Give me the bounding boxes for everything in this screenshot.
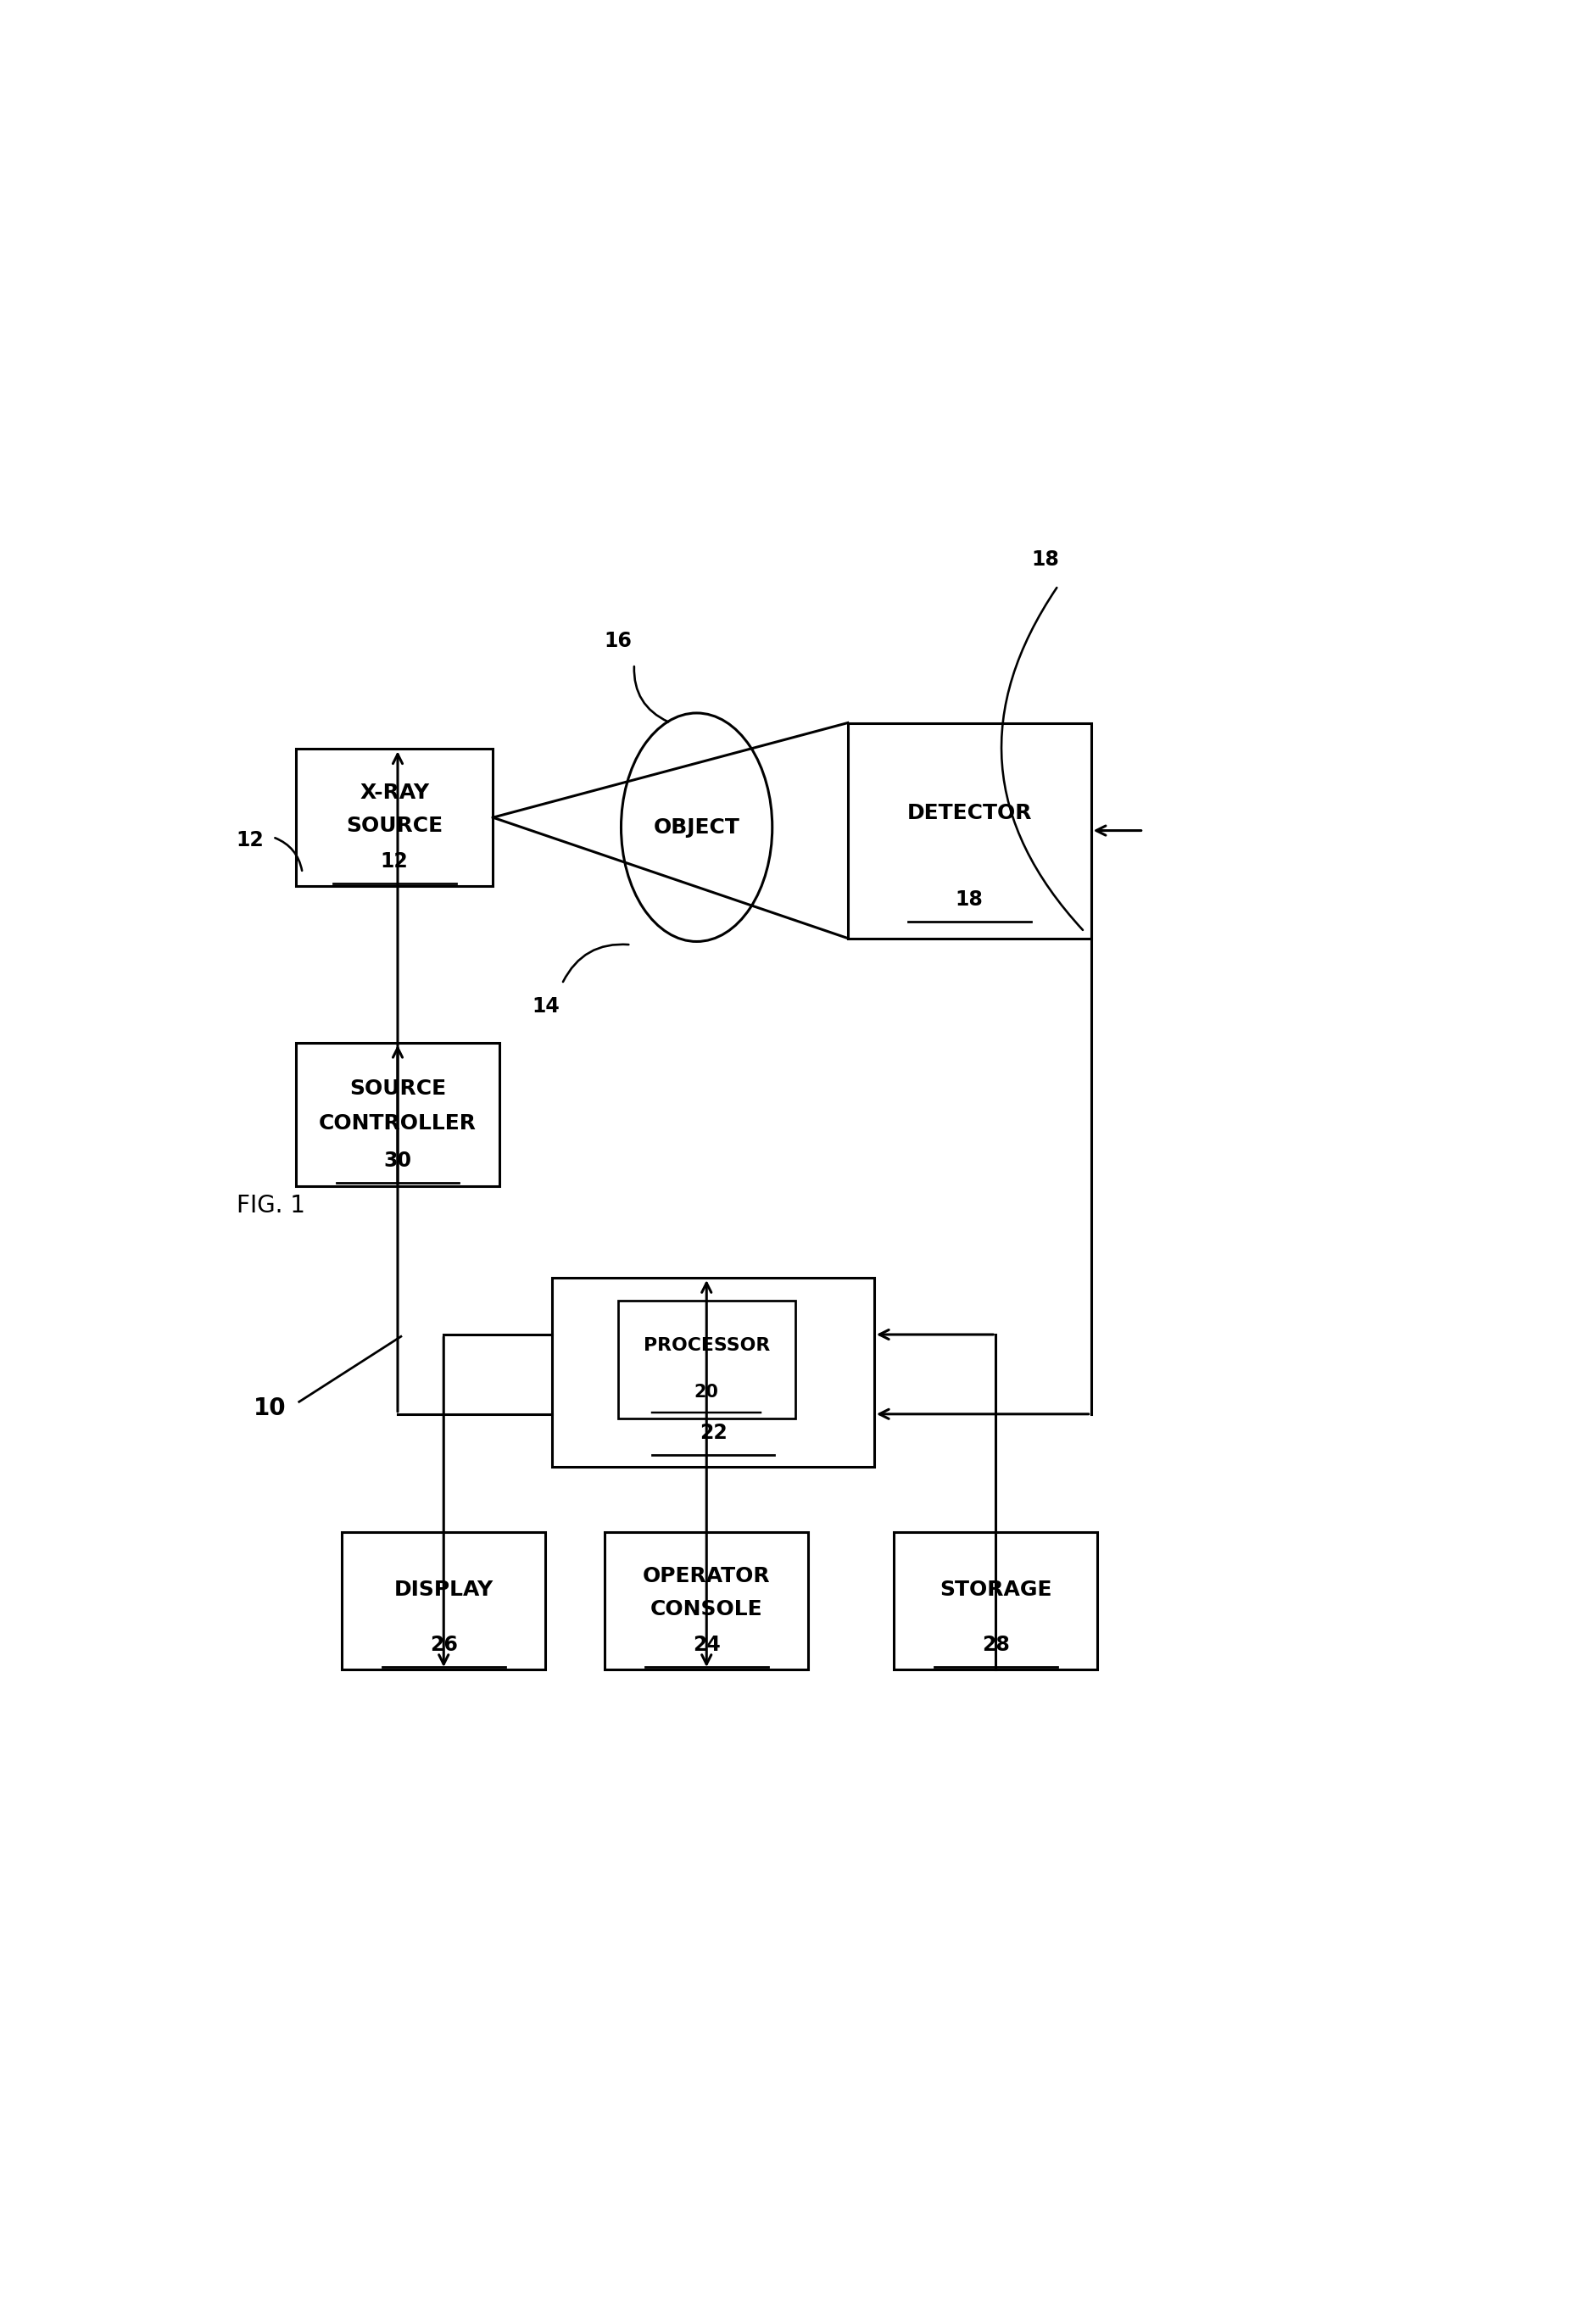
Text: OBJECT: OBJECT — [653, 818, 740, 837]
Text: 10: 10 — [252, 1397, 286, 1420]
Text: COMPUTER: COMPUTER — [647, 1348, 780, 1367]
Text: 20: 20 — [694, 1383, 720, 1401]
Text: PROCESSOR: PROCESSOR — [644, 1336, 770, 1355]
Text: 18: 18 — [955, 890, 983, 909]
Text: 16: 16 — [604, 632, 631, 651]
Text: STORAGE: STORAGE — [939, 1580, 1053, 1601]
Text: 12: 12 — [380, 851, 409, 872]
Text: 24: 24 — [693, 1634, 721, 1655]
Bar — [619, 1301, 795, 1418]
FancyArrowPatch shape — [1002, 588, 1083, 930]
Bar — [552, 1278, 874, 1466]
Bar — [893, 1532, 1098, 1669]
Text: 30: 30 — [383, 1150, 412, 1171]
Text: 26: 26 — [429, 1634, 458, 1655]
Text: SOURCE: SOURCE — [346, 816, 443, 837]
Text: 28: 28 — [982, 1634, 1010, 1655]
Text: FIG. 1: FIG. 1 — [237, 1195, 306, 1218]
Text: OPERATOR: OPERATOR — [642, 1566, 770, 1587]
Bar — [847, 723, 1090, 939]
Text: CONSOLE: CONSOLE — [650, 1599, 762, 1620]
Bar — [604, 1532, 808, 1669]
FancyArrowPatch shape — [275, 839, 301, 872]
Text: X-RAY: X-RAY — [360, 783, 429, 804]
Text: 14: 14 — [532, 997, 560, 1018]
Text: SOURCE: SOURCE — [349, 1078, 447, 1099]
Bar — [295, 1043, 500, 1185]
Text: 18: 18 — [1030, 548, 1059, 569]
Text: 12: 12 — [237, 830, 264, 851]
Text: DISPLAY: DISPLAY — [394, 1580, 494, 1601]
FancyArrowPatch shape — [634, 667, 667, 723]
Bar — [342, 1532, 546, 1669]
Text: DETECTOR: DETECTOR — [907, 804, 1032, 823]
Ellipse shape — [622, 713, 772, 941]
Text: CONTROLLER: CONTROLLER — [319, 1113, 477, 1134]
Text: 22: 22 — [699, 1422, 727, 1443]
Bar — [295, 748, 492, 885]
FancyArrowPatch shape — [563, 944, 628, 981]
